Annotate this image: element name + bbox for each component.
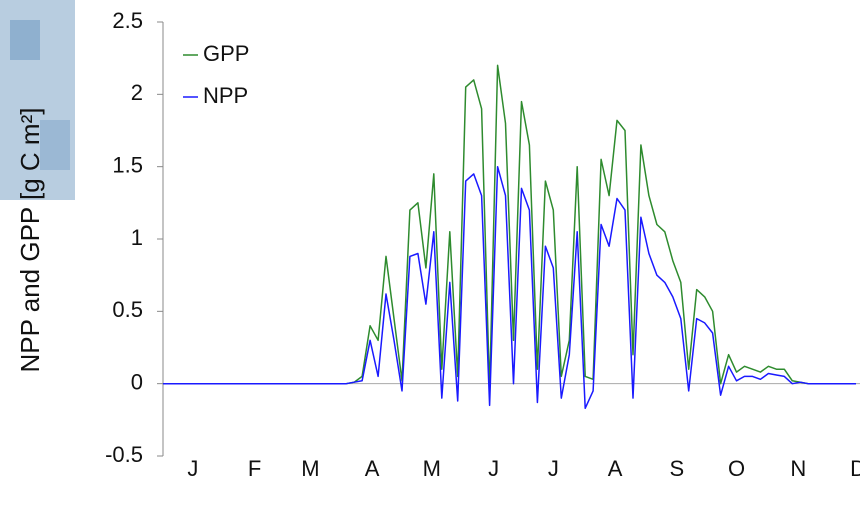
chart: NPP and GPP [g C m²] -0.5 0 0.5 1 1.5 2 2.5 J F M…: [0, 0, 860, 508]
y-tick-label: -0.5: [105, 442, 143, 467]
legend-label: GPP: [203, 41, 249, 66]
legend-label: NPP: [203, 83, 248, 108]
x-tick-label: F: [248, 456, 261, 481]
y-tick-label: 0.5: [112, 297, 143, 322]
y-tick-label: 1.5: [112, 152, 143, 177]
x-tick-label: N: [790, 456, 806, 481]
plot-background: [75, 0, 860, 508]
x-tick-label: O: [728, 456, 745, 481]
y-tick-label: 2.5: [112, 8, 143, 33]
x-tick-label: M: [423, 456, 441, 481]
x-tick-label: J: [488, 456, 499, 481]
x-tick-label: A: [365, 456, 380, 481]
x-tick-label: D: [850, 456, 860, 481]
x-tick-label: S: [669, 456, 684, 481]
y-tick-label: 1: [131, 225, 143, 250]
x-tick-label: J: [187, 456, 198, 481]
x-tick-label: A: [608, 456, 623, 481]
y-tick-label: 0: [131, 369, 143, 394]
x-tick-label: J: [548, 456, 559, 481]
y-tick-label: 2: [131, 80, 143, 105]
y-axis-label: NPP and GPP [g C m²]: [15, 108, 45, 373]
x-tick-label: M: [301, 456, 319, 481]
